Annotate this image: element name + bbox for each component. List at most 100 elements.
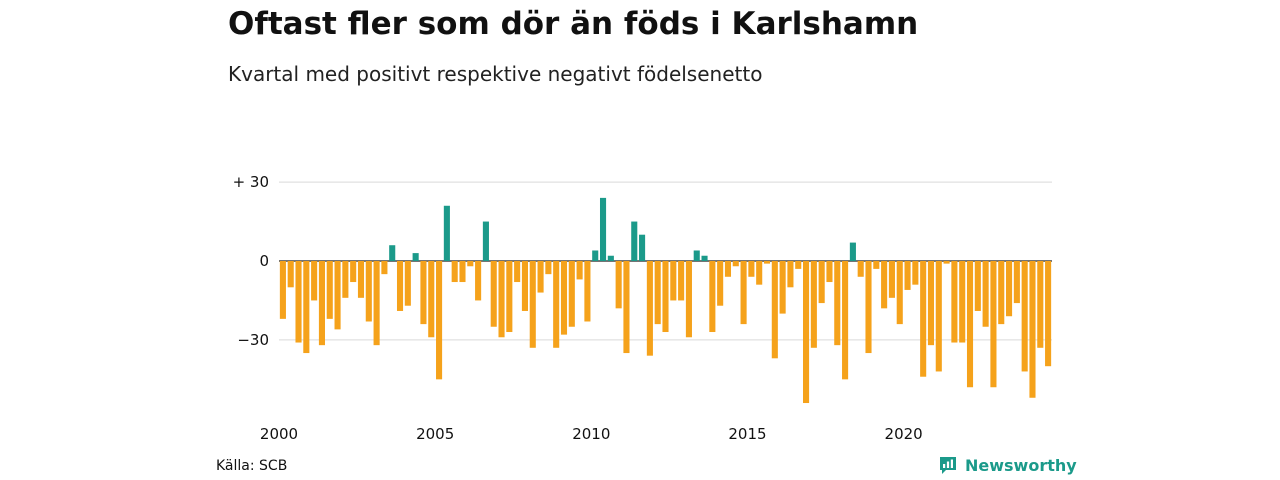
bar-negative [506,261,513,333]
bar-negative [615,261,622,309]
bar-negative [537,261,544,293]
bar-negative [428,261,435,338]
bar-negative [553,261,560,348]
bar-negative [881,261,888,309]
bar-negative [475,261,482,301]
bar-negative [623,261,630,354]
brand-logo[interactable]: Newsworthy [938,455,1077,475]
bar-negative [982,261,989,327]
bar-negative [342,261,349,298]
y-tick-label: 0 [259,252,269,270]
bars [279,197,1052,404]
bar-negative [1045,261,1052,367]
bar-negative [888,261,895,298]
bar-negative [568,261,575,327]
bar-negative [920,261,927,377]
bar-negative [436,261,443,380]
bar-negative [724,261,732,277]
x-tick-label: 2010 [572,425,610,443]
bar-negative [857,261,864,277]
bar-negative [818,261,825,304]
bar-negative [295,261,302,343]
bar-negative [381,261,388,275]
bar-negative [951,261,958,343]
bar-negative [935,261,942,372]
bar-negative [756,261,763,285]
bar-positive [631,221,638,261]
bar-negative [709,261,716,333]
bar-negative [357,261,365,298]
bar-negative [685,261,692,338]
bar-positive [701,255,708,261]
chart-subtitle: Kvartal med positivt respektive negativt… [228,62,763,86]
bar-negative [287,261,294,288]
bar-negative [803,261,810,404]
bar-negative [529,261,536,348]
newsworthy-logo-icon [940,457,956,474]
x-tick-label: 2005 [416,425,454,443]
bar-negative [670,261,677,301]
bar-positive [849,242,856,261]
bar-negative [834,261,841,346]
bar-negative [912,261,919,285]
bar-negative [1037,261,1044,348]
bar-negative [420,261,427,325]
bar-negative [662,261,669,333]
bar-negative [490,261,497,327]
bar-negative [459,261,466,283]
bar-negative [334,261,341,330]
bar-negative [943,261,950,264]
bar-positive [443,205,450,261]
bar-negative [873,261,880,269]
bar-negative [732,261,739,267]
bar-negative [771,261,778,359]
bar-negative [303,261,310,354]
chart-title: Oftast fler som dör än föds i Karlshamn [228,6,919,42]
bar-negative [365,261,372,322]
bar-negative [740,261,747,325]
bar-negative [545,261,552,275]
bar-negative [795,261,802,269]
bar-negative [717,261,724,306]
bar-negative [787,261,794,288]
bar-negative [678,261,685,301]
bar-negative [974,261,981,311]
bar-positive [592,250,599,261]
bar-negative [654,261,661,325]
bar-negative [373,261,380,346]
bar-negative [1013,261,1020,304]
bar-negative [646,261,653,356]
bar-negative [318,261,325,346]
bar-negative [966,261,974,388]
bar-negative [467,261,474,267]
bar-negative [350,261,357,283]
bar-negative [514,261,521,283]
bar-negative [404,261,411,306]
bar-negative [865,261,872,354]
bar-negative [810,261,817,348]
bar-negative [1021,261,1028,372]
bar-negative [990,261,997,388]
bar-negative [326,261,333,319]
bar-positive [412,253,419,261]
bar-positive [389,245,396,261]
bar-negative [1029,261,1036,398]
bar-positive [607,255,614,261]
x-tick-label: 2015 [728,425,766,443]
bar-negative [904,261,911,290]
bar-negative [763,261,771,264]
bar-negative [311,261,318,301]
bar-negative [896,261,903,325]
bar-positive [639,234,646,261]
bar-negative [560,261,568,335]
bar-negative [959,261,966,343]
bar-negative [279,261,286,319]
brand-name: Newsworthy [965,455,1077,475]
bar-negative [396,261,404,311]
bar-positive [693,250,700,261]
bar-negative [826,261,833,283]
x-tick-label: 2020 [885,425,923,443]
bar-negative [748,261,755,277]
bar-negative [498,261,505,338]
